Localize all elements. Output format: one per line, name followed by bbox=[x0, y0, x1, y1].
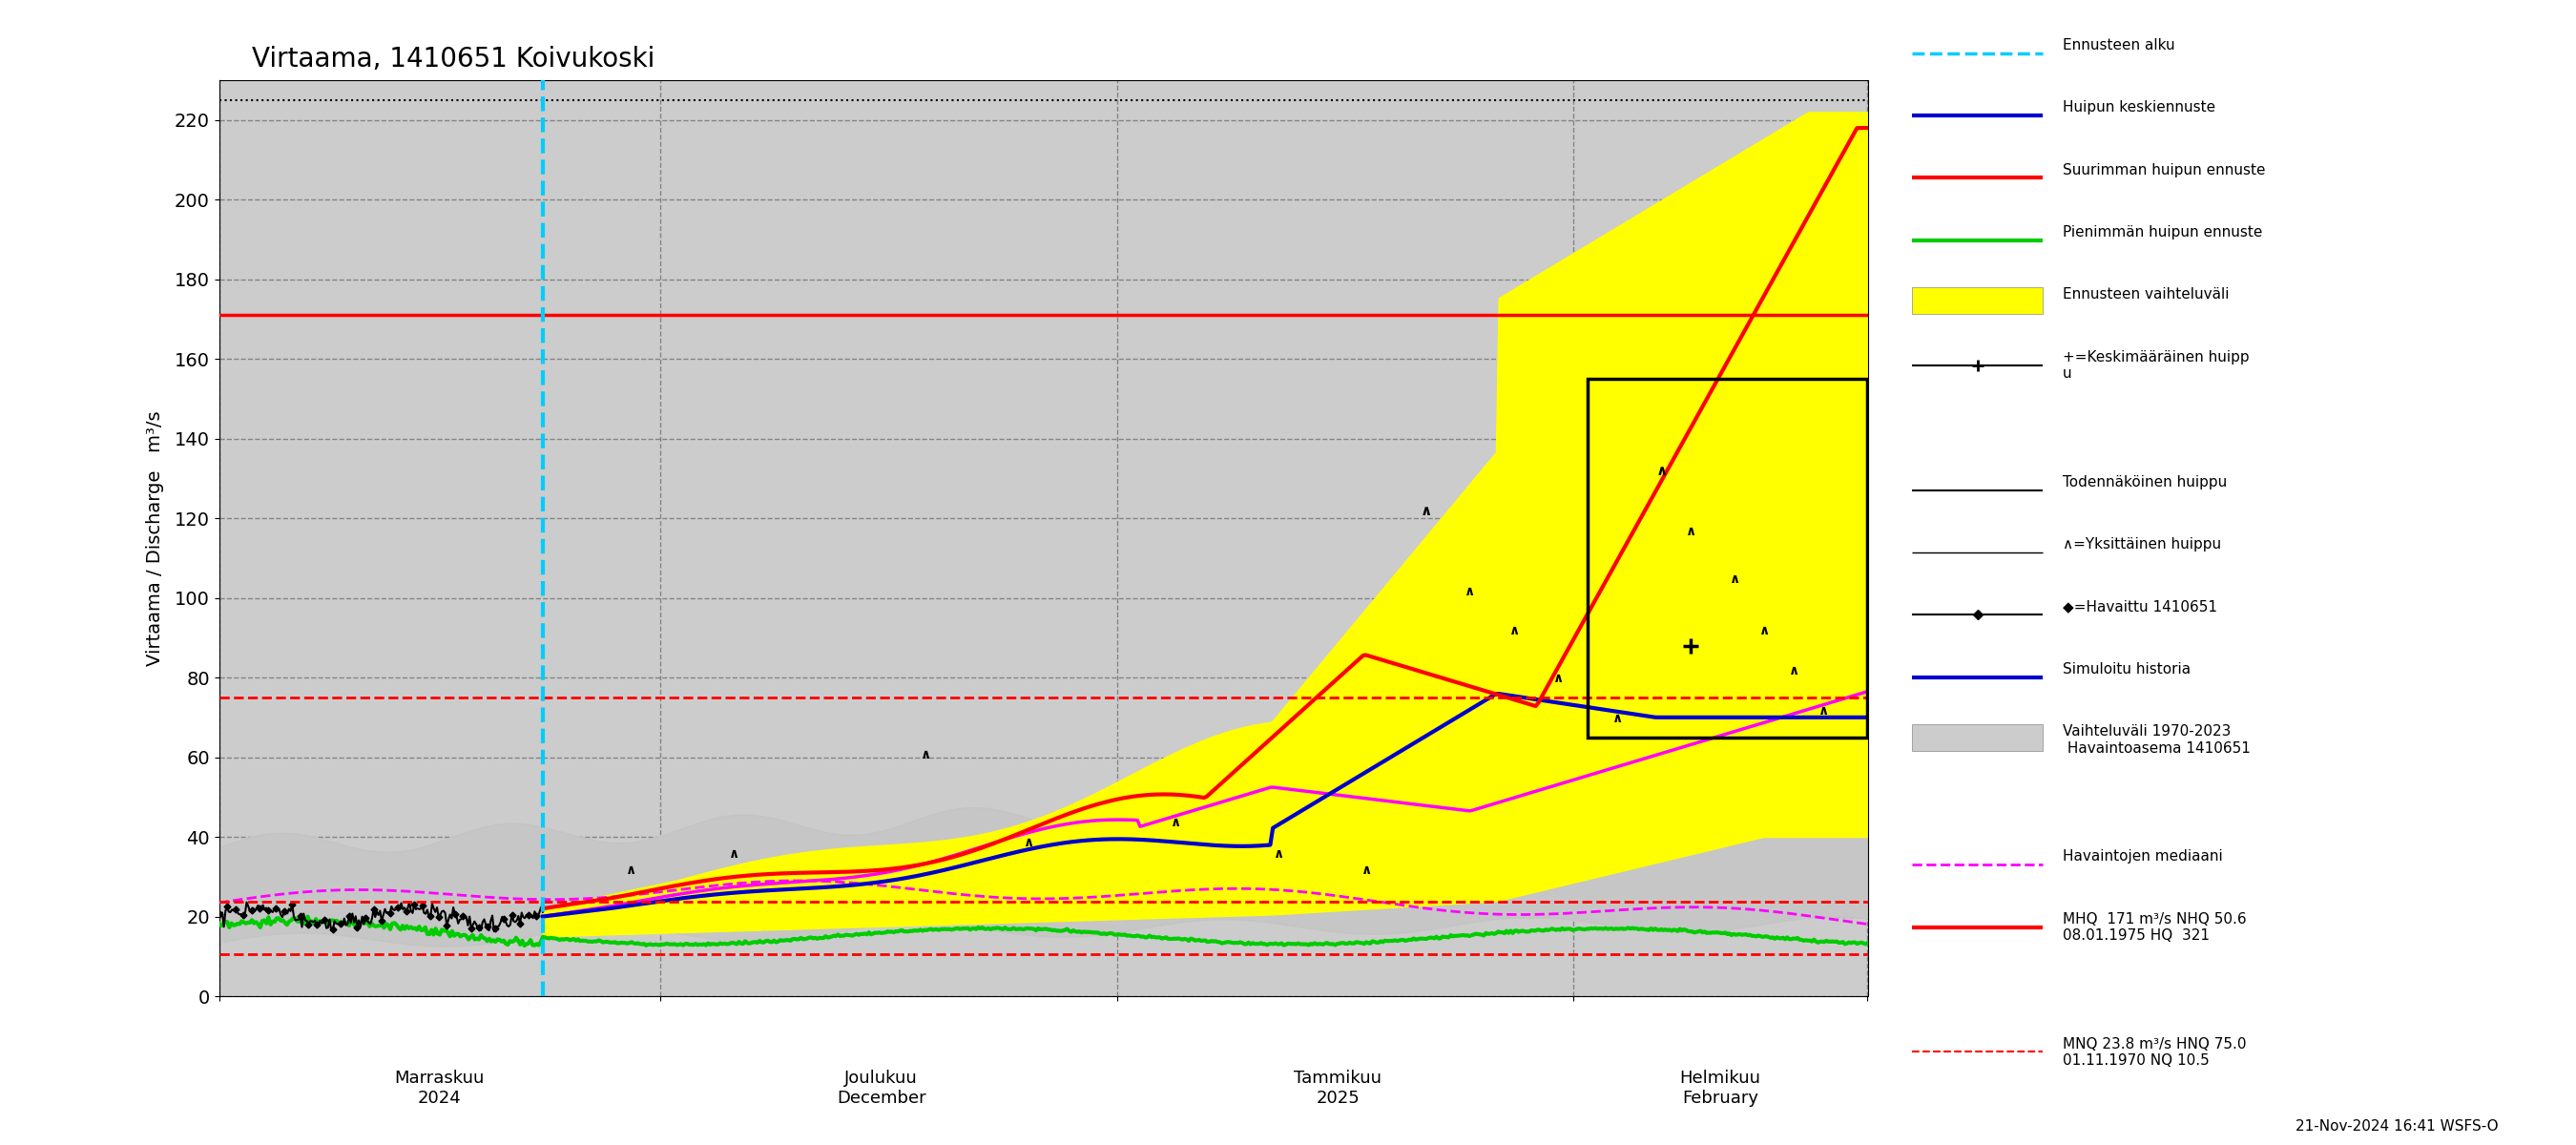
Text: +⁠=Keskimääräinen huipp
u: +⁠=Keskimääräinen huipp u bbox=[2063, 350, 2249, 381]
Text: ∧=Yksittäinen huippu: ∧=Yksittäinen huippu bbox=[2063, 537, 2221, 552]
Text: Simuloitu historia: Simuloitu historia bbox=[2063, 662, 2190, 677]
Text: ∧: ∧ bbox=[729, 847, 739, 861]
Text: ∧: ∧ bbox=[1273, 847, 1285, 861]
Text: ∧: ∧ bbox=[1788, 664, 1801, 678]
Text: ∧: ∧ bbox=[1553, 672, 1564, 686]
Text: ∧: ∧ bbox=[1656, 464, 1667, 479]
Text: Vaihteluväli 1970-2023
 Havaintoasema 1410651: Vaihteluväli 1970-2023 Havaintoasema 141… bbox=[2063, 725, 2251, 756]
Text: ∧: ∧ bbox=[1466, 585, 1476, 598]
Text: Helmikuu
February: Helmikuu February bbox=[1680, 1069, 1762, 1106]
Text: Tammikuu
2025: Tammikuu 2025 bbox=[1293, 1069, 1381, 1106]
Text: Havaintojen mediaani: Havaintojen mediaani bbox=[2063, 850, 2223, 863]
Text: Joulukuu
December: Joulukuu December bbox=[837, 1069, 925, 1106]
Text: Suurimman huipun ennuste: Suurimman huipun ennuste bbox=[2063, 163, 2264, 177]
Bar bbox=[1911, 725, 2043, 750]
Text: Virtaama, 1410651 Koivukoski: Virtaama, 1410651 Koivukoski bbox=[252, 46, 654, 72]
Text: ∧: ∧ bbox=[1363, 863, 1373, 877]
Text: MNQ 23.8 m³/s HNQ 75.0
01.11.1970 NQ 10.5: MNQ 23.8 m³/s HNQ 75.0 01.11.1970 NQ 10.… bbox=[2063, 1036, 2246, 1067]
Text: ∧: ∧ bbox=[920, 748, 930, 761]
Text: ∧: ∧ bbox=[1685, 524, 1698, 538]
Bar bbox=[1911, 287, 2043, 314]
Text: ∧: ∧ bbox=[626, 863, 636, 877]
Text: 21-Nov-2024 16:41 WSFS-O: 21-Nov-2024 16:41 WSFS-O bbox=[2295, 1120, 2499, 1134]
Text: ∧: ∧ bbox=[1728, 572, 1741, 586]
Text: Todennäköinen huippu: Todennäköinen huippu bbox=[2063, 475, 2228, 489]
Text: ∧: ∧ bbox=[1759, 624, 1770, 638]
Text: Marraskuu
2024: Marraskuu 2024 bbox=[394, 1069, 484, 1106]
Text: ∧: ∧ bbox=[1419, 504, 1432, 519]
Text: ∧: ∧ bbox=[1510, 624, 1520, 638]
Text: ◆=Havaittu 1410651: ◆=Havaittu 1410651 bbox=[2063, 600, 2218, 614]
Text: Huipun keskiennuste: Huipun keskiennuste bbox=[2063, 101, 2215, 114]
Text: Pienimmän huipun ennuste: Pienimmän huipun ennuste bbox=[2063, 226, 2262, 239]
Text: ∧: ∧ bbox=[1819, 704, 1829, 718]
Y-axis label: Virtaama / Discharge   m³/s: Virtaama / Discharge m³/s bbox=[147, 410, 165, 666]
Text: ∧: ∧ bbox=[1170, 815, 1182, 829]
Text: Ennusteen vaihteluväli: Ennusteen vaihteluväli bbox=[2063, 287, 2228, 302]
Text: MHQ  171 m³/s NHQ 50.6
08.01.1975 HQ  321: MHQ 171 m³/s NHQ 50.6 08.01.1975 HQ 321 bbox=[2063, 911, 2246, 942]
Bar bbox=[1587, 379, 1868, 737]
Text: ∧: ∧ bbox=[1613, 712, 1623, 725]
Text: Ennusteen alku: Ennusteen alku bbox=[2063, 38, 2174, 53]
Text: ∧: ∧ bbox=[1023, 836, 1033, 848]
